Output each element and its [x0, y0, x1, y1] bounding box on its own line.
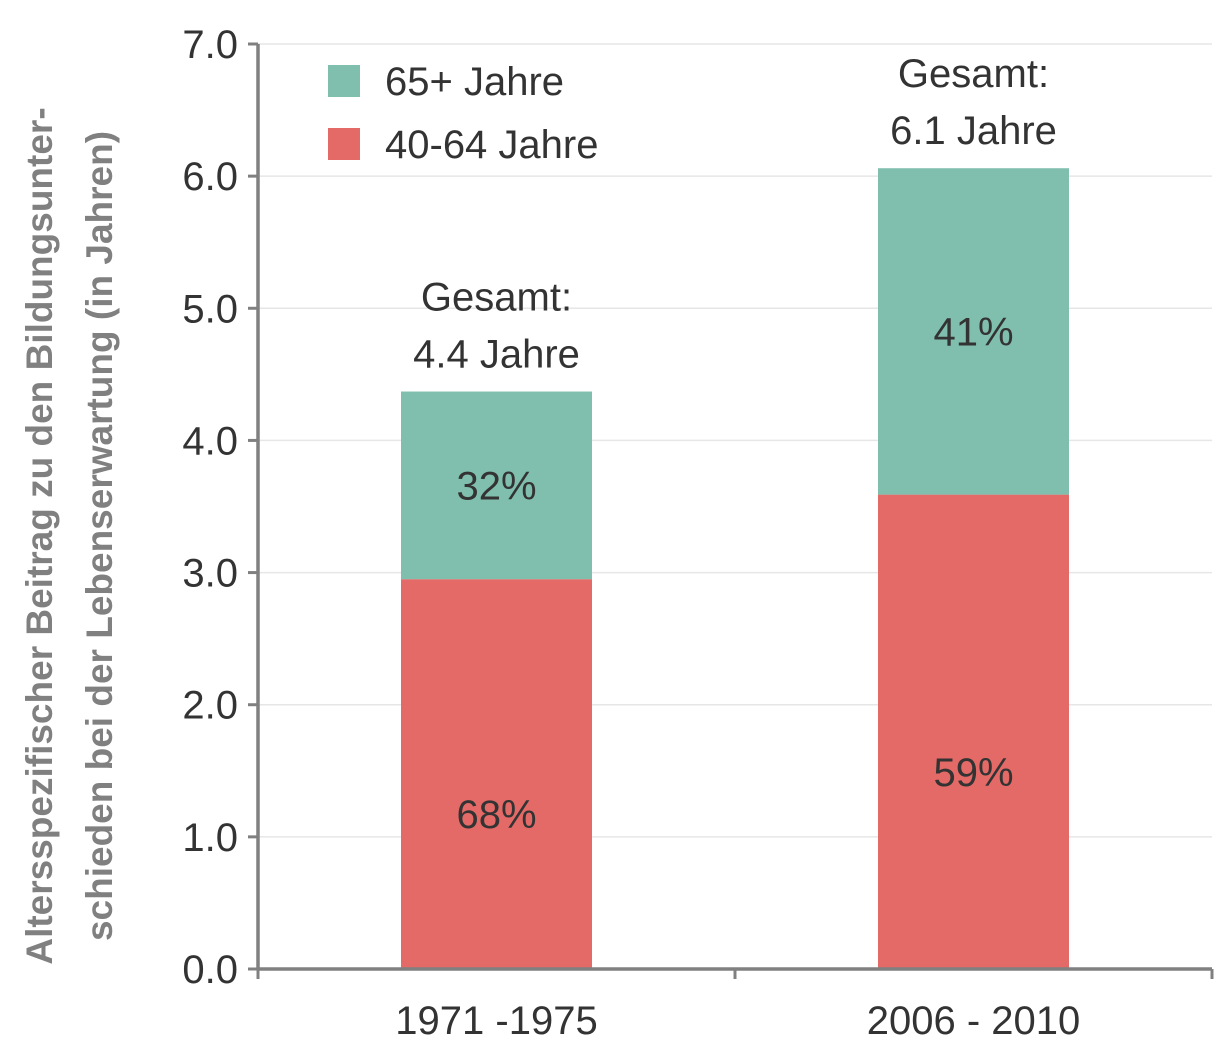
- legend: 65+ Jahre 40-64 Jahre: [328, 60, 598, 167]
- bar-percent-label: 32%: [456, 464, 536, 508]
- bars: [401, 168, 1069, 969]
- y-tick-label: 4.0: [182, 419, 238, 463]
- y-axis-label-line-1: Altersspezifischer Beitrag zu den Bildun…: [19, 107, 60, 964]
- total-label-line-2: 4.4 Jahre: [413, 333, 580, 377]
- bar-segment: [878, 168, 1069, 495]
- bar-percent-label: 59%: [933, 751, 1013, 795]
- total-label-line-1: Gesamt:: [421, 276, 572, 320]
- y-axis-label-line-2: schieden bei der Lebenserwartung (in Jah…: [79, 131, 120, 941]
- x-tick-label: 2006 - 2010: [867, 999, 1081, 1043]
- labels: 68% 32% Gesamt: 4.4 Jahre 1971 -1975 59% 41% Ge…: [395, 52, 1080, 1043]
- total-label-line-2: 6.1 Jahre: [890, 109, 1057, 153]
- bar-segment: [401, 391, 592, 580]
- y-tick-label: 5.0: [182, 287, 238, 331]
- bar-percent-label: 41%: [933, 310, 1013, 354]
- y-tick-label: 7.0: [182, 23, 238, 67]
- bar-percent-label: 68%: [456, 793, 536, 837]
- y-tick-label: 0.0: [182, 948, 238, 992]
- y-tick-label: 1.0: [182, 816, 238, 860]
- y-tick-label: 3.0: [182, 552, 238, 596]
- bar-segment: [878, 494, 1069, 969]
- x-tick-label: 1971 -1975: [395, 999, 597, 1043]
- legend-label: 40-64 Jahre: [385, 123, 598, 167]
- legend-swatch: [328, 128, 360, 160]
- legend-label: 65+ Jahre: [385, 60, 564, 104]
- y-tick-label: 2.0: [182, 684, 238, 728]
- total-label-line-1: Gesamt:: [898, 52, 1049, 96]
- legend-swatch: [328, 65, 360, 97]
- y-tick-label: 6.0: [182, 155, 238, 199]
- axes: 0.0 1.0 2.0 3.0 4.0 5.0 6.0 7.0: [182, 23, 1214, 992]
- bar-segment: [401, 579, 592, 969]
